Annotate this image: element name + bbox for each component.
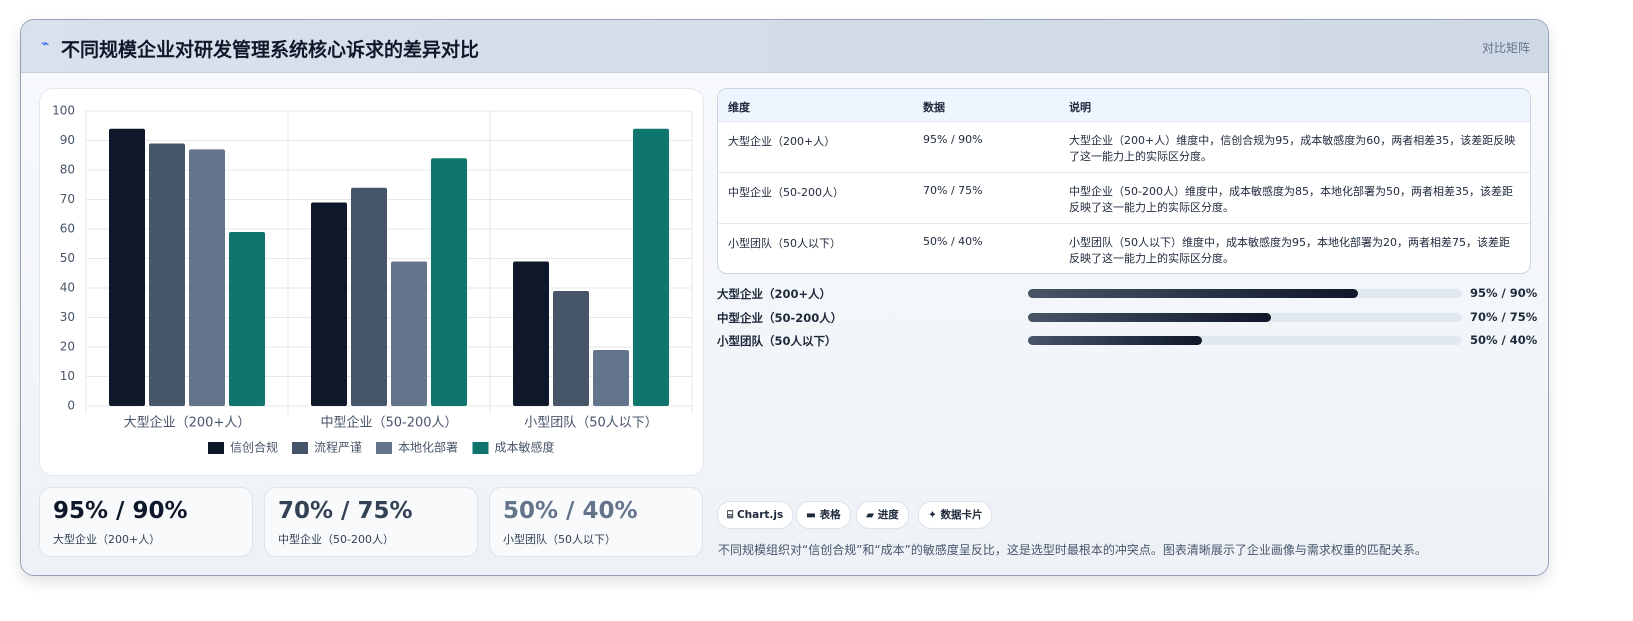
y-tick-label: 0 <box>67 399 75 413</box>
chart-panel: 0 10 20 30 40 50 60 70 80 90 100 大型企业（200+人） 中型企业（50… <box>39 88 704 476</box>
tag-icon: ⌸ <box>727 509 737 521</box>
y-tick-label: 90 <box>60 133 75 147</box>
progress-label: 大型企业（200+人） <box>717 287 832 301</box>
x-tick-label: 小型团队（50人以下） <box>524 416 658 431</box>
card-title: 不同规模企业对研发管理系统核心诉求的差异对比 <box>61 39 480 61</box>
table-cell: 70% / 75% <box>923 184 983 197</box>
bar <box>513 261 549 406</box>
legend-label: 流程严谨 <box>314 440 362 455</box>
tag: ▰ 进度 <box>856 501 909 529</box>
y-tick-label: 20 <box>60 340 75 354</box>
bar <box>229 231 265 406</box>
legend-swatch <box>472 442 489 454</box>
table-row: 大型企业（200+人） 95% / 90% 大型企业（200+人）维度中，信创合… <box>718 121 1530 172</box>
table-cell: 中型企业（50-200人）维度中，成本敏感度为85，本地化部署为50，两者相差3… <box>1069 185 1513 214</box>
dashboard-card: ⌁ 不同规模企业对研发管理系统核心诉求的差异对比 对比矩阵 0 10 20 30 40 5… <box>20 19 1549 576</box>
kpi-value: 95% / 90% <box>53 498 188 524</box>
bar <box>351 187 387 406</box>
legend-label: 成本敏感度 <box>495 440 555 455</box>
bar <box>593 349 629 406</box>
tag-text: Chart.js <box>736 509 784 521</box>
table-header-cell: 数据 <box>923 101 945 114</box>
table-cell: 50% / 40% <box>923 235 983 248</box>
kpi-label: 小型团队（50人以下） <box>503 533 616 546</box>
kpi-value: 50% / 40% <box>503 498 638 524</box>
y-tick-label: 60 <box>60 222 75 236</box>
bar <box>109 128 145 406</box>
summary-note: 不同规模组织对“信创合规”和“成本”的敏感度呈反比，这是选型时最根本的冲突点。图… <box>718 543 1427 557</box>
kpi-card: 70% / 75% 中型企业（50-200人） <box>264 487 478 557</box>
tag: ✦ 数据卡片 <box>918 501 993 529</box>
y-tick-label: 10 <box>60 369 75 383</box>
legend-swatch <box>208 442 224 454</box>
tag: ⌸ Chart.js <box>717 501 794 529</box>
y-tick-label: 70 <box>60 192 75 206</box>
progress-fill <box>1028 289 1358 298</box>
bar <box>633 128 669 406</box>
legend-label: 本地化部署 <box>398 440 458 455</box>
legend-swatch <box>292 442 308 454</box>
bar <box>311 202 347 406</box>
tag-icon: ▰ <box>866 509 878 521</box>
bar <box>391 261 427 406</box>
progress-track <box>1028 289 1462 298</box>
table-cell: 中型企业（50-200人） <box>728 186 844 199</box>
table-cell: 小型团队（50人以下）维度中，成本敏感度为95，本地化部署为20，两者相差75，… <box>1069 236 1510 265</box>
tag-icon: ▬ <box>806 509 820 521</box>
progress-track <box>1028 312 1462 322</box>
legend-swatch <box>376 442 392 454</box>
table-header-cell: 维度 <box>728 101 750 114</box>
table-header-cell: 说明 <box>1069 101 1091 114</box>
kpi-value: 70% / 75% <box>278 498 413 524</box>
y-tick-label: 50 <box>60 251 75 265</box>
tag-icon: ✦ <box>928 509 941 521</box>
table-cell: 95% / 90% <box>923 133 983 146</box>
progress-fill <box>1028 312 1272 322</box>
table-cell: 大型企业（200+人） <box>728 135 836 148</box>
bar <box>553 290 589 406</box>
tag: ▬ 表格 <box>796 501 851 529</box>
y-tick-label: 40 <box>60 281 75 295</box>
progress-track <box>1028 336 1462 345</box>
progress-text: 50% / 40% <box>1470 333 1538 347</box>
bar <box>431 158 467 406</box>
data-table: 维度 数据 说明 大型企业（200+人） 95% / 90% 大型企业（200+… <box>717 88 1531 274</box>
y-tick-label: 30 <box>60 310 75 324</box>
chart: 0 10 20 30 40 50 60 70 80 90 100 大型企业（200+人） 中型企业（50… <box>52 104 693 455</box>
table-cell: 小型团队（50人以下） <box>728 237 841 250</box>
x-tick-label: 大型企业（200+人） <box>124 415 251 431</box>
card-header: ⌁ 不同规模企业对研发管理系统核心诉求的差异对比 对比矩阵 <box>21 20 1548 73</box>
x-tick-label: 中型企业（50-200人） <box>320 415 457 431</box>
tag-text: 表格 <box>819 509 841 521</box>
progress-label: 中型企业（50-200人） <box>717 310 843 325</box>
progress-label: 小型团队（50人以下） <box>717 334 837 348</box>
progress-text: 95% / 90% <box>1470 286 1538 300</box>
table-row: 小型团队（50人以下） 50% / 40% 小型团队（50人以下）维度中，成本敏… <box>718 223 1530 273</box>
y-tick-label: 100 <box>52 104 75 118</box>
header-icon: ⌁ <box>41 36 50 52</box>
progress-fill <box>1028 336 1202 345</box>
table-row: 中型企业（50-200人） 70% / 75% 中型企业（50-200人）维度中… <box>718 172 1530 223</box>
progress-text: 70% / 75% <box>1470 309 1538 324</box>
header-tag: 对比矩阵 <box>1481 41 1530 55</box>
bar <box>149 143 185 406</box>
table-header: 维度 数据 说明 <box>718 89 1530 121</box>
y-tick-label: 80 <box>60 163 75 177</box>
table-cell: 大型企业（200+人）维度中，信创合规为95，成本敏感度为60，两者相差35，该… <box>1069 134 1516 163</box>
kpi-label: 中型企业（50-200人） <box>278 533 394 546</box>
kpi-card: 50% / 40% 小型团队（50人以下） <box>489 487 703 557</box>
kpi-label: 大型企业（200+人） <box>53 533 161 546</box>
kpi-card: 95% / 90% 大型企业（200+人） <box>39 487 253 557</box>
tag-text: 进度 <box>877 509 899 521</box>
legend-label: 信创合规 <box>230 440 278 455</box>
bar <box>189 149 225 406</box>
tag-text: 数据卡片 <box>940 509 983 521</box>
